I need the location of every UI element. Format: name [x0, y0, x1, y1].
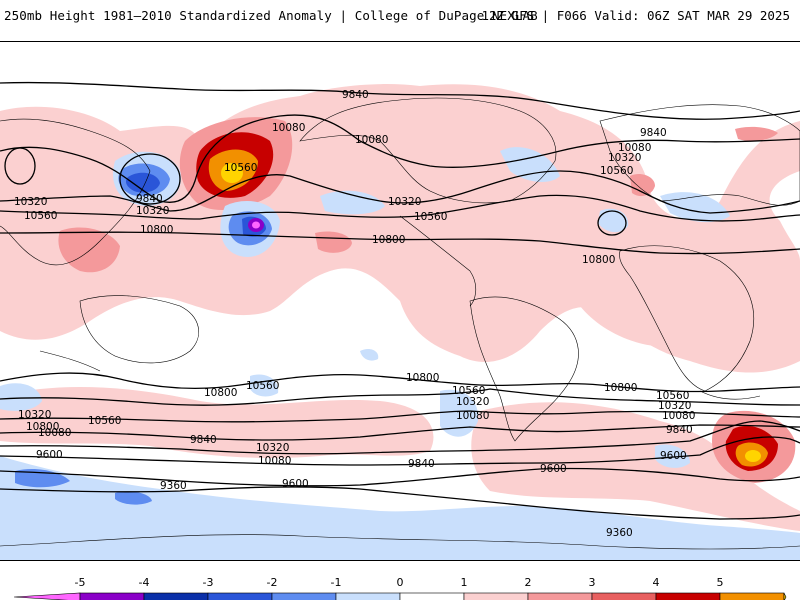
colorbar-segment	[79, 592, 145, 600]
contour-label: 10560	[656, 390, 689, 402]
colorbar-segment	[783, 592, 787, 600]
colorbar-segment	[719, 592, 785, 600]
map-svg: 9840 10080 10560 9840 10320 10320 10560 …	[0, 42, 800, 560]
contour-label: 10320	[456, 396, 489, 408]
colorbar-svg	[13, 592, 787, 600]
contour-label: 9840	[666, 424, 693, 436]
colorbar-tick-label: -1	[330, 576, 342, 589]
contour-label: 10080	[38, 427, 71, 439]
colorbar-segment	[591, 592, 657, 600]
colorbar-segment	[335, 592, 401, 600]
contour-label: 9600	[282, 478, 309, 490]
contour-label: 10320	[136, 205, 169, 217]
colorbar-tick-label: -4	[138, 576, 150, 589]
contour-label: 10320	[388, 196, 421, 208]
contour-label: 10320	[256, 442, 289, 454]
contour-label: 10080	[618, 142, 651, 154]
colorbar-tick-label: 2	[524, 576, 532, 589]
colorbar-tick-label: -3	[202, 576, 214, 589]
model-run-info: 12Z GFS | F066 Valid: 06Z SAT MAR 29 202…	[481, 8, 790, 23]
colorbar-tick-label: -5	[74, 576, 86, 589]
anomaly-map: 9840 10080 10560 9840 10320 10320 10560 …	[0, 41, 800, 561]
contour-label: 10320	[18, 409, 51, 421]
contour-label: 9840	[136, 193, 163, 205]
colorbar-segment	[527, 592, 593, 600]
colorbar-tick-label: 3	[588, 576, 596, 589]
contour-label: 9840	[408, 458, 435, 470]
contour-label: 9360	[160, 480, 187, 492]
contour-label: 10800	[582, 254, 615, 266]
contour-label: 10560	[88, 415, 121, 427]
colorbar-segment	[463, 592, 529, 600]
yellow-anomaly-core	[221, 163, 761, 462]
contour-label: 9840	[342, 89, 369, 101]
colorbar-tick-label: 0	[396, 576, 404, 589]
contour-label: 10560	[246, 380, 279, 392]
contour-label: 10080	[355, 134, 388, 146]
contour-label: 10080	[456, 410, 489, 422]
contour-label: 10320	[14, 196, 47, 208]
contour-label: 9840	[640, 127, 667, 139]
contour-label: 9360	[606, 527, 633, 539]
colorbar-segment	[207, 592, 273, 600]
contour-label: 9840	[190, 434, 217, 446]
contour-label: 9600	[36, 449, 63, 461]
contour-label: 10560	[452, 385, 485, 397]
colorbar-tick-label: -2	[266, 576, 278, 589]
contour-label: 10800	[140, 224, 173, 236]
extreme-negative-core	[248, 218, 264, 232]
contour-label: 10800	[26, 421, 59, 433]
contour-label: 10080	[662, 410, 695, 422]
header: 250mb Height 1981–2010 Standardized Anom…	[0, 0, 800, 40]
contour-label: 10320	[608, 152, 641, 164]
colorbar: -5 -4 -3 -2 -1 0 1 2 3 4 5	[0, 560, 800, 600]
colorbar-tick-label: 4	[652, 576, 660, 589]
contour-label: 10560	[600, 165, 633, 177]
contour-label: 10800	[372, 234, 405, 246]
contour-label: 9600	[660, 450, 687, 462]
colorbar-segment	[655, 592, 721, 600]
colorbar-segment	[13, 592, 81, 600]
contour-label: 10560	[24, 210, 57, 222]
contour-label: 10080	[272, 122, 305, 134]
contour-label: 10560	[224, 162, 257, 174]
colorbar-segment	[399, 592, 465, 600]
contour-label: 10800	[204, 387, 237, 399]
height-contours	[0, 81, 800, 520]
contour-label: 10080	[258, 455, 291, 467]
contour-label: 10560	[414, 211, 447, 223]
colorbar-tick-label: 1	[460, 576, 468, 589]
contour-label: 10320	[658, 400, 691, 412]
contour-label: 10800	[406, 372, 439, 384]
contour-labels: 9840 10080 10560 9840 10320 10320 10560 …	[14, 89, 695, 539]
colorbar-segment	[143, 592, 209, 600]
colorbar-tick-label: 5	[716, 576, 724, 589]
coastlines	[0, 97, 800, 550]
contour-label: 10800	[604, 382, 637, 394]
map-title: 250mb Height 1981–2010 Standardized Anom…	[4, 8, 538, 23]
colorbar-segment	[271, 592, 337, 600]
contour-label: 9600	[540, 463, 567, 475]
